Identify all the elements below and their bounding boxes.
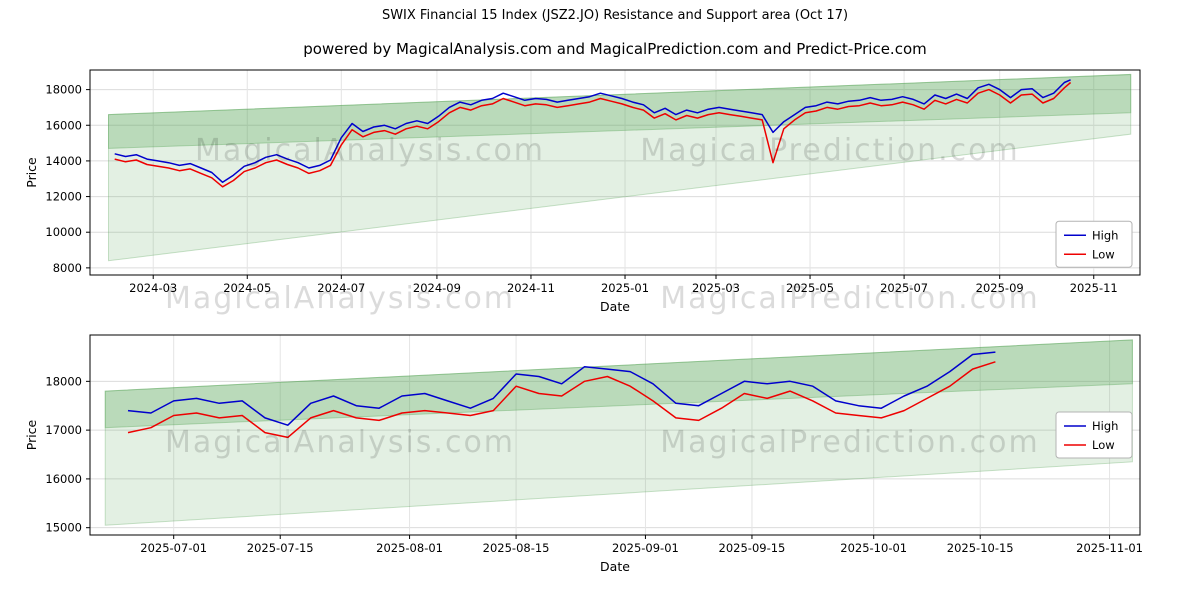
axis-ticks: 2024-03 2024-05 2024-07 2024-09 2024-11 2025-… [45, 83, 1117, 295]
watermarks: MagicalAnalysis.com MagicalPrediction.com… [165, 133, 1040, 460]
svg-text:2025-08-01: 2025-08-01 [376, 541, 443, 555]
watermark-text: MagicalPrediction.com [660, 281, 1040, 316]
legend: High Low [1055, 411, 1133, 459]
y-axis-label: Price [24, 157, 39, 188]
series-high-line [127, 351, 996, 426]
svg-text:2024-07: 2024-07 [317, 281, 365, 295]
svg-text:2025-09-15: 2025-09-15 [719, 541, 786, 555]
y-axis-label: Price [24, 419, 39, 450]
legend-label-high: High [1092, 228, 1118, 242]
svg-text:2025-11-01: 2025-11-01 [1076, 541, 1143, 555]
axes-frame [89, 334, 1141, 536]
watermark-text: MagicalAnalysis.com [165, 281, 515, 316]
legend-label-low: Low [1092, 438, 1115, 452]
legend: High Low [1055, 220, 1133, 268]
x-axis-label: Date [600, 559, 630, 574]
svg-text:18000: 18000 [45, 83, 82, 97]
svg-text:16000: 16000 [45, 118, 82, 132]
svg-text:2025-03: 2025-03 [692, 281, 740, 295]
series-low-line [127, 361, 996, 439]
svg-text:2025-05: 2025-05 [786, 281, 834, 295]
svg-text:2024-03: 2024-03 [129, 281, 177, 295]
svg-text:17000: 17000 [45, 423, 82, 437]
legend-label-high: High [1092, 419, 1118, 433]
svg-text:2025-07: 2025-07 [880, 281, 928, 295]
svg-text:2025-11: 2025-11 [1070, 281, 1118, 295]
support-resistance-bands [108, 73, 1132, 262]
watermark-text: MagicalPrediction.com [660, 425, 1040, 460]
svg-text:15000: 15000 [45, 521, 82, 535]
svg-text:2025-07-01: 2025-07-01 [140, 541, 207, 555]
svg-text:2025-07-15: 2025-07-15 [247, 541, 314, 555]
svg-text:12000: 12000 [45, 190, 82, 204]
svg-text:16000: 16000 [45, 472, 82, 486]
watermark-text: MagicalPrediction.com [640, 133, 1020, 168]
axis-ticks: 2025-07-01 2025-07-15 2025-08-01 2025-08-15… [45, 374, 1143, 555]
svg-text:2024-05: 2024-05 [223, 281, 271, 295]
svg-text:2024-09: 2024-09 [413, 281, 461, 295]
legend-label-low: Low [1092, 247, 1115, 261]
watermark-text: MagicalAnalysis.com [195, 133, 545, 168]
x-axis-label: Date [600, 299, 630, 314]
recent-detail-chart: 2025-07-01 2025-07-15 2025-08-01 2025-08-15… [24, 334, 1143, 574]
series-high-line [114, 79, 1071, 184]
overview-chart: 2024-03 2024-05 2024-07 2024-09 2024-11 2025-… [24, 69, 1141, 314]
svg-text:2025-09: 2025-09 [976, 281, 1024, 295]
svg-text:10000: 10000 [45, 225, 82, 239]
svg-text:2024-11: 2024-11 [507, 281, 555, 295]
svg-text:2025-10-01: 2025-10-01 [840, 541, 907, 555]
svg-text:2025-09-01: 2025-09-01 [612, 541, 679, 555]
svg-text:2025-01: 2025-01 [601, 281, 649, 295]
svg-text:2025-10-15: 2025-10-15 [947, 541, 1014, 555]
figure-subtitle: powered by MagicalAnalysis.com and Magic… [303, 40, 927, 58]
svg-text:14000: 14000 [45, 154, 82, 168]
svg-text:2025-08-15: 2025-08-15 [483, 541, 550, 555]
series-low-line [114, 81, 1072, 188]
svg-text:18000: 18000 [45, 374, 82, 388]
axes-frame [89, 69, 1141, 276]
figure-title: SWIX Financial 15 Index (JSZ2.JO) Resist… [381, 8, 849, 23]
svg-text:8000: 8000 [53, 261, 82, 275]
watermark-text: MagicalAnalysis.com [165, 425, 515, 460]
